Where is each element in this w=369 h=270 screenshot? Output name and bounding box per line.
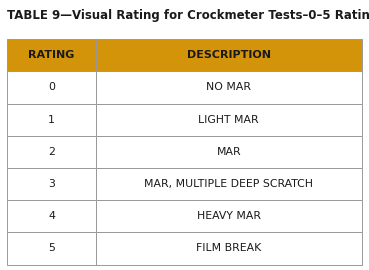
Text: DESCRIPTION: DESCRIPTION xyxy=(187,50,271,60)
Text: 0: 0 xyxy=(48,82,55,92)
Bar xyxy=(96,136,362,168)
Bar xyxy=(96,71,362,104)
Text: TABLE 9—Visual Rating for Crockmeter Tests–0–5 Rating: TABLE 9—Visual Rating for Crockmeter Tes… xyxy=(7,9,369,22)
Bar xyxy=(7,104,96,136)
Bar xyxy=(96,232,362,265)
Bar xyxy=(96,200,362,232)
Bar xyxy=(7,168,96,200)
Bar xyxy=(96,39,362,71)
Text: 4: 4 xyxy=(48,211,55,221)
Bar xyxy=(96,104,362,136)
Text: MAR: MAR xyxy=(217,147,241,157)
Text: MAR, MULTIPLE DEEP SCRATCH: MAR, MULTIPLE DEEP SCRATCH xyxy=(144,179,313,189)
Text: 5: 5 xyxy=(48,244,55,254)
Bar xyxy=(7,39,96,71)
Text: LIGHT MAR: LIGHT MAR xyxy=(199,115,259,125)
Text: FILM BREAK: FILM BREAK xyxy=(196,244,261,254)
Text: HEAVY MAR: HEAVY MAR xyxy=(197,211,261,221)
Text: 1: 1 xyxy=(48,115,55,125)
Text: NO MAR: NO MAR xyxy=(206,82,251,92)
Text: 2: 2 xyxy=(48,147,55,157)
Text: RATING: RATING xyxy=(28,50,75,60)
Bar xyxy=(7,232,96,265)
Bar xyxy=(7,136,96,168)
Text: 3: 3 xyxy=(48,179,55,189)
Bar xyxy=(96,168,362,200)
Bar xyxy=(7,71,96,104)
Bar xyxy=(7,200,96,232)
